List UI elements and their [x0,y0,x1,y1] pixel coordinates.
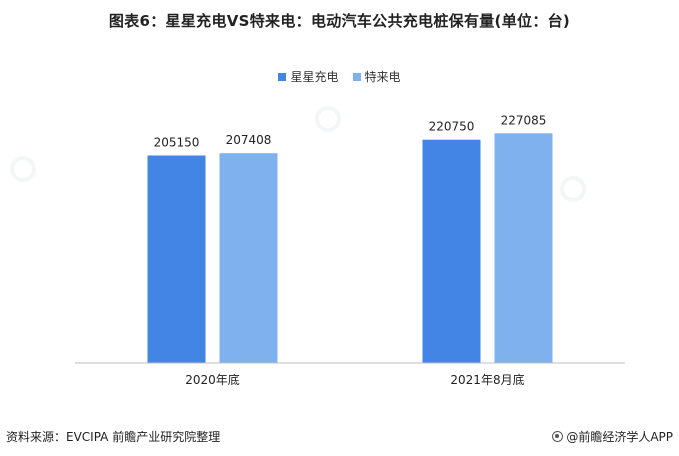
data-label-2-1: 207408 [226,133,272,147]
bar-2-2 [494,133,553,363]
source-note: 资料来源：EVCIPA 前瞻产业研究院整理 [6,430,221,444]
legend-swatch-series1 [278,72,287,81]
chart-title: 图表6：星星充电VS特来电：电动汽车公共充电桩保有量(单位：台) [108,12,571,30]
brand-credit: @前瞻经济学人APP [552,428,673,445]
legend-item-series1: 星星充电 [278,68,339,85]
x-tick-label-2: 2021年8月底 [450,372,524,387]
brand-logo-icon [552,431,564,442]
bar-2-1 [219,153,278,363]
x-tick-label-1: 2020年底 [185,372,240,387]
data-label-1-1: 205150 [154,135,200,149]
legend-swatch-series2 [352,72,361,81]
brand-credit-text: @前瞻经济学人APP [566,430,673,444]
data-label-1-2: 220750 [429,120,475,134]
data-label-2-2: 227085 [501,113,547,127]
chart-legend: 星星充电 特来电 [0,68,679,85]
legend-label-series2: 特来电 [364,70,401,84]
bar-1-1 [147,155,206,363]
legend-item-series2: 特来电 [352,68,401,85]
bar-1-2 [422,139,481,363]
legend-label-series1: 星星充电 [290,70,339,84]
footer: 资料来源：EVCIPA 前瞻产业研究院整理 @前瞻经济学人APP [0,424,679,448]
